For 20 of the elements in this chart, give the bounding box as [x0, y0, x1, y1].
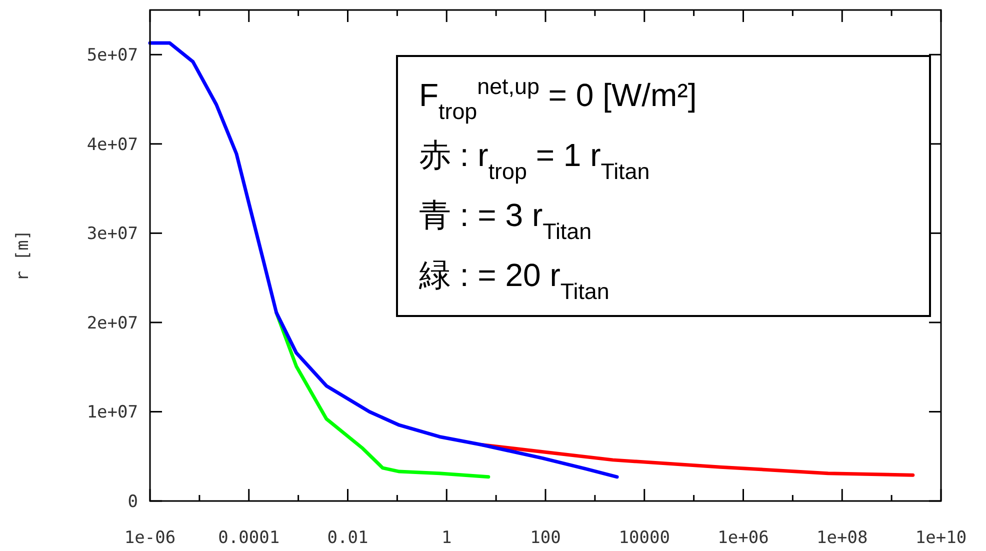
- x-tick-label: 100: [530, 528, 561, 548]
- x-tick-label: 1e+06: [718, 528, 769, 548]
- x-tick-label: 10000: [618, 528, 670, 548]
- y-axis-title: r [m]: [13, 230, 33, 282]
- annotation: F$_{trop}$$^{net,up}$ = 0 [W/m²]: [419, 74, 697, 124]
- y-tick-label: 4e+07: [86, 134, 138, 155]
- x-tick-label: 1e+08: [816, 528, 868, 548]
- x-tick-label: 0.01: [327, 528, 368, 548]
- x-tick-label: 0.0001: [218, 528, 280, 548]
- x-tick-label: 1: [442, 528, 452, 548]
- y-tick-label: 5e+07: [86, 46, 138, 66]
- annotation: 青 : = 3 r$_{Titan}$: [419, 197, 592, 244]
- y-tick-label: 1e+07: [86, 402, 138, 423]
- y-tick-label: 0: [128, 492, 138, 512]
- x-tick-label: 1e-06: [124, 528, 176, 548]
- annotation: 赤 : r$_{trop}$ = 1 r$_{Titan}$: [419, 137, 650, 184]
- x-tick-label: 1e+10: [915, 528, 967, 548]
- y-tick-label: 3e+07: [86, 224, 138, 244]
- annotation: 緑 : = 20 r$_{Titan}$: [418, 257, 610, 304]
- y-tick-label: 2e+07: [86, 313, 138, 334]
